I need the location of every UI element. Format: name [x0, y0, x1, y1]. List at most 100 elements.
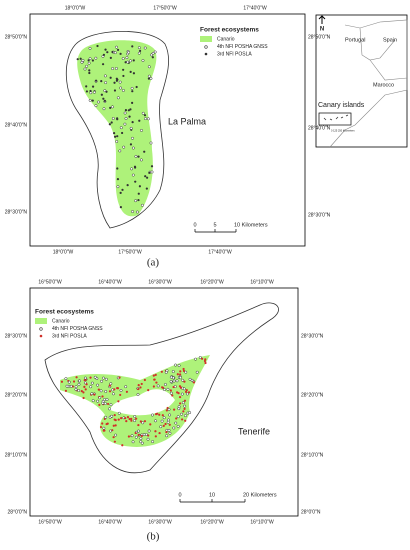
- plot-dot: [133, 419, 137, 423]
- plot-dot: [115, 79, 119, 82]
- plot-dot: [108, 390, 112, 393]
- plot-dot: [147, 77, 151, 80]
- plot-dot: [152, 385, 155, 388]
- plot-dot: [151, 56, 154, 59]
- plot-dot: [94, 79, 98, 82]
- plot-dot: [134, 180, 137, 183]
- plot-dot: [113, 132, 116, 135]
- plot-dot: [182, 410, 185, 413]
- plot-dot: [139, 386, 142, 389]
- plot-dot: [90, 392, 94, 396]
- plot-dot: [115, 77, 118, 80]
- plot-dot: [171, 370, 175, 373]
- plot-dot: [113, 388, 116, 391]
- plot-dot: [167, 418, 170, 422]
- plot-dot: [141, 421, 145, 425]
- plot-dot: [137, 423, 140, 427]
- plot-dot: [101, 63, 105, 66]
- plot-dot: [108, 384, 111, 387]
- plot-dot: [109, 403, 113, 407]
- plot-dot: [122, 68, 125, 71]
- plot-dot: [91, 99, 94, 102]
- plot-dot: [83, 67, 87, 71]
- plot-dot: [163, 383, 167, 386]
- scale-bar: [179, 499, 246, 503]
- plot-dot: [192, 381, 196, 384]
- plot-dot: [119, 191, 122, 194]
- plot-dot: [131, 173, 135, 177]
- lat-tick-label: 28°20'0"N: [5, 392, 28, 398]
- legend-title: Forest ecosystems: [200, 27, 259, 34]
- plot-dot: [137, 198, 140, 202]
- lon-tick-label: 16°30'0"W: [148, 279, 172, 285]
- plot-dot: [171, 376, 175, 380]
- plot-dot: [165, 409, 168, 412]
- plot-dot: [185, 389, 188, 392]
- plot-dot: [180, 418, 184, 421]
- plot-dot: [153, 378, 156, 381]
- plot-dot: [134, 435, 138, 439]
- plot-dot: [124, 417, 127, 420]
- plot-dot: [154, 419, 157, 423]
- plot-dot: [104, 48, 107, 51]
- plot-dot: [174, 363, 177, 367]
- plot-dot: [83, 385, 86, 389]
- plot-dot: [77, 389, 81, 392]
- plot-dot: [137, 155, 140, 158]
- plot-dot: [88, 71, 91, 75]
- plot-dot: [109, 382, 113, 386]
- plot-dot: [156, 384, 160, 388]
- plot-dot: [88, 46, 92, 50]
- plot-dot: [60, 380, 64, 383]
- plot-dot: [144, 175, 147, 178]
- plot-dot: [77, 382, 81, 386]
- plot-dot: [139, 158, 143, 162]
- plot-dot: [116, 135, 119, 138]
- legend-item: 4th NFI POSHA GNSS: [52, 326, 103, 332]
- plot-dot: [168, 413, 172, 417]
- plot-dot: [151, 51, 155, 55]
- plot-dot: [131, 120, 134, 124]
- plot-dot: [178, 376, 182, 380]
- plot-dot: [89, 385, 93, 389]
- plot-dot: [87, 59, 90, 62]
- plot-dot: [112, 436, 115, 439]
- scale-label: 10: [209, 492, 215, 498]
- plot-dot: [187, 391, 191, 394]
- plot-dot: [151, 440, 155, 444]
- lat-tick-label: 28°10'0"N: [5, 452, 28, 458]
- plot-dot: [122, 145, 126, 149]
- plot-dot: [139, 437, 143, 441]
- plot-dot: [85, 64, 89, 68]
- plot-dot: [177, 392, 180, 395]
- scale-label: 10 Kilometers: [234, 222, 268, 228]
- plot-dot: [169, 380, 173, 384]
- plot-dot: [140, 128, 143, 132]
- plot-dot: [121, 57, 125, 60]
- plot-dot: [104, 390, 108, 393]
- plot-dot: [145, 187, 148, 190]
- lon-tick-label: 17°50'0"W: [153, 5, 177, 11]
- plot-dot: [137, 46, 141, 50]
- plot-dot: [150, 413, 154, 417]
- plot-dot: [182, 369, 186, 372]
- plot-dot: [153, 50, 157, 54]
- plot-dot: [140, 434, 143, 438]
- plot-dot: [65, 384, 69, 388]
- lat-tick-label: 28°20'0"N: [301, 392, 324, 398]
- plot-dot: [141, 111, 145, 115]
- plot-dot: [88, 98, 92, 102]
- plot-dot: [171, 394, 174, 397]
- plot-dot: [165, 434, 169, 438]
- plot-dot: [113, 51, 117, 55]
- plot-dot: [93, 393, 96, 396]
- plot-dot: [147, 429, 151, 433]
- plot-dot: [147, 74, 151, 78]
- plot-dot: [175, 379, 179, 383]
- plot-dot: [146, 176, 149, 179]
- plot-dot: [139, 420, 142, 423]
- plot-dot: [162, 424, 165, 427]
- plot-dot: [115, 140, 119, 144]
- plot-dot: [123, 111, 127, 115]
- plot-dot: [137, 384, 140, 387]
